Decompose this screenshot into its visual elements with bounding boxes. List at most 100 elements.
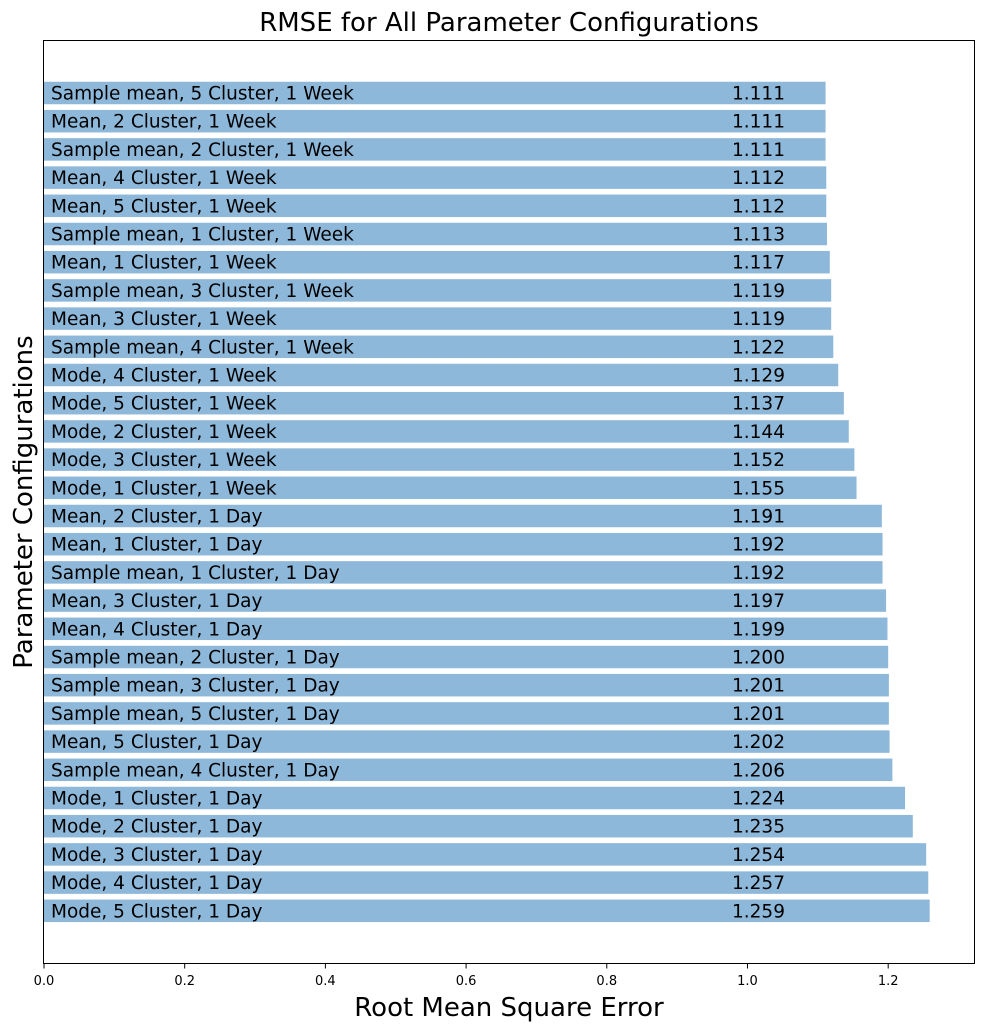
bar-value-label: 1.113 bbox=[732, 225, 785, 246]
plot-area-frame bbox=[43, 40, 975, 964]
bar-category-label: Sample mean, 1 Cluster, 1 Day bbox=[51, 563, 340, 584]
x-tick-label: 1.2 bbox=[878, 974, 899, 989]
x-tick-label: 1.0 bbox=[737, 974, 758, 989]
bar bbox=[44, 476, 857, 500]
bar-category-label: Mode, 3 Cluster, 1 Week bbox=[51, 450, 277, 471]
bars-layer bbox=[44, 81, 930, 923]
bar-category-label: Sample mean, 3 Cluster, 1 Day bbox=[51, 676, 340, 697]
bar bbox=[44, 814, 913, 838]
bar-value-label: 1.119 bbox=[732, 309, 785, 330]
bar bbox=[44, 504, 882, 528]
bar-category-label: Mean, 1 Cluster, 1 Day bbox=[51, 535, 262, 556]
chart-title: RMSE for All Parameter Configurations bbox=[259, 8, 759, 38]
x-axis-ticks: 0.0 0.2 0.4 0.6 0.8 1.0 1.2 bbox=[34, 963, 899, 989]
bar-value-label: 1.201 bbox=[732, 704, 785, 725]
bar-value-label: 1.117 bbox=[732, 253, 785, 274]
x-tick-label: 0.6 bbox=[456, 974, 477, 989]
bar-category-label: Sample mean, 5 Cluster, 1 Day bbox=[51, 704, 340, 725]
bar-category-label: Sample mean, 4 Cluster, 1 Day bbox=[51, 760, 340, 781]
bar bbox=[44, 166, 827, 189]
bar-category-label: Sample mean, 4 Cluster, 1 Week bbox=[51, 337, 354, 358]
bar bbox=[44, 391, 844, 415]
bar bbox=[44, 363, 839, 387]
bar-category-label: Mode, 2 Cluster, 1 Week bbox=[51, 422, 277, 443]
bar-value-label: 1.254 bbox=[732, 845, 785, 866]
bar-value-label: 1.259 bbox=[732, 901, 785, 922]
bar bbox=[44, 335, 834, 359]
bar-category-label: Mode, 5 Cluster, 1 Week bbox=[51, 394, 277, 415]
bar-category-label: Mode, 3 Cluster, 1 Day bbox=[51, 845, 262, 866]
bar bbox=[44, 617, 888, 641]
bar-value-label: 1.155 bbox=[732, 478, 785, 499]
bar-category-label: Sample mean, 5 Cluster, 1 Week bbox=[51, 84, 354, 105]
bar-category-label: Mean, 2 Cluster, 1 Day bbox=[51, 507, 262, 528]
bar-value-label: 1.129 bbox=[732, 366, 785, 387]
bar bbox=[44, 758, 893, 782]
bar bbox=[44, 899, 930, 923]
bar-value-label: 1.111 bbox=[732, 112, 785, 133]
bar-category-label: Mode, 5 Cluster, 1 Day bbox=[51, 901, 262, 922]
bar-category-label: Mode, 2 Cluster, 1 Day bbox=[51, 817, 262, 838]
bar-value-label: 1.112 bbox=[732, 196, 785, 217]
bar bbox=[44, 843, 927, 866]
bar bbox=[44, 871, 929, 894]
bar-category-label: Sample mean, 3 Cluster, 1 Week bbox=[51, 281, 354, 302]
bar-value-label: 1.199 bbox=[732, 619, 785, 640]
labels-layer: Sample mean, 5 Cluster, 1 Week 1.111 Mean,… bbox=[51, 84, 785, 923]
bar bbox=[44, 532, 883, 556]
bar-category-label: Mean, 4 Cluster, 1 Day bbox=[51, 619, 262, 640]
bar-value-label: 1.206 bbox=[732, 760, 785, 781]
bar-category-label: Mean, 1 Cluster, 1 Week bbox=[51, 253, 277, 274]
bar bbox=[44, 194, 827, 218]
bar-category-label: Mode, 4 Cluster, 1 Week bbox=[51, 366, 277, 387]
bar-value-label: 1.201 bbox=[732, 676, 785, 697]
bar bbox=[44, 673, 889, 697]
bar-category-label: Sample mean, 2 Cluster, 1 Day bbox=[51, 648, 340, 669]
bar-value-label: 1.137 bbox=[732, 394, 785, 415]
bar bbox=[44, 561, 883, 584]
x-axis-label: Root Mean Square Error bbox=[354, 993, 664, 1023]
bar-category-label: Mean, 4 Cluster, 1 Week bbox=[51, 168, 277, 189]
bar-value-label: 1.111 bbox=[732, 84, 785, 105]
bar bbox=[44, 589, 887, 612]
bar-value-label: 1.122 bbox=[732, 337, 785, 358]
bar-value-label: 1.197 bbox=[732, 591, 785, 612]
bar-value-label: 1.191 bbox=[732, 507, 785, 528]
x-tick-label: 0.0 bbox=[34, 974, 55, 989]
bar-value-label: 1.192 bbox=[732, 535, 785, 556]
bar bbox=[44, 645, 889, 669]
x-tick-label: 0.2 bbox=[174, 974, 195, 989]
bar-category-label: Mode, 1 Cluster, 1 Week bbox=[51, 478, 277, 499]
bar bbox=[44, 250, 830, 274]
bar-value-label: 1.200 bbox=[732, 648, 785, 669]
bar bbox=[44, 448, 855, 471]
bar-category-label: Mean, 5 Cluster, 1 Day bbox=[51, 732, 262, 753]
bar bbox=[44, 786, 906, 810]
bar bbox=[44, 81, 826, 105]
bar-value-label: 1.202 bbox=[732, 732, 785, 753]
bar-category-label: Mean, 3 Cluster, 1 Day bbox=[51, 591, 262, 612]
bar-value-label: 1.257 bbox=[732, 873, 785, 894]
bar-value-label: 1.111 bbox=[732, 140, 785, 161]
y-axis-label: Parameter Configurations bbox=[9, 335, 39, 668]
bar-category-label: Sample mean, 2 Cluster, 1 Week bbox=[51, 140, 354, 161]
bar bbox=[44, 279, 832, 302]
bar-value-label: 1.192 bbox=[732, 563, 785, 584]
x-tick-label: 0.8 bbox=[596, 974, 617, 989]
bar bbox=[44, 109, 826, 133]
bar-value-label: 1.119 bbox=[732, 281, 785, 302]
bar-category-label: Mean, 2 Cluster, 1 Week bbox=[51, 112, 277, 133]
bar bbox=[44, 307, 832, 330]
bar-value-label: 1.235 bbox=[732, 817, 785, 838]
bar-category-label: Sample mean, 1 Cluster, 1 Week bbox=[51, 225, 354, 246]
bar-category-label: Mode, 1 Cluster, 1 Day bbox=[51, 789, 262, 810]
bar-category-label: Mode, 4 Cluster, 1 Day bbox=[51, 873, 262, 894]
bar bbox=[44, 222, 827, 246]
bar-value-label: 1.144 bbox=[732, 422, 785, 443]
bar-value-label: 1.224 bbox=[732, 789, 785, 810]
bar-category-label: Mean, 5 Cluster, 1 Week bbox=[51, 196, 277, 217]
bar bbox=[44, 730, 890, 753]
x-tick-label: 0.4 bbox=[315, 974, 336, 989]
